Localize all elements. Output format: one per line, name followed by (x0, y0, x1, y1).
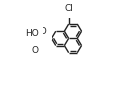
Text: HO: HO (25, 28, 39, 37)
Text: Cl: Cl (64, 4, 73, 13)
Text: HO: HO (33, 27, 47, 36)
Text: O: O (32, 46, 39, 54)
